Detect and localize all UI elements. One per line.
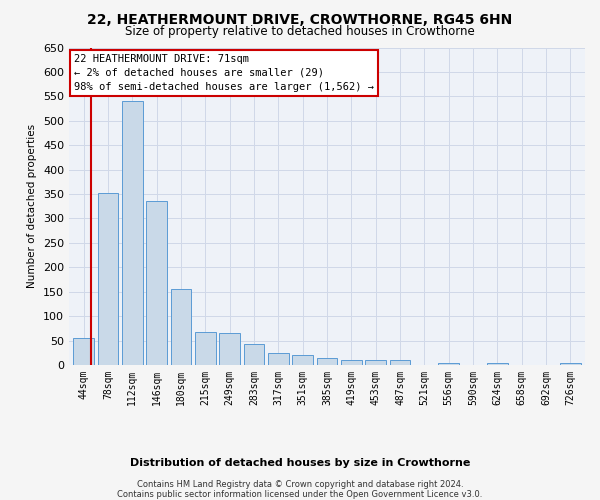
Bar: [365, 360, 386, 365]
Bar: [219, 333, 240, 365]
Bar: [487, 363, 508, 365]
Bar: [292, 355, 313, 365]
Bar: [146, 202, 167, 365]
Bar: [195, 332, 215, 365]
Bar: [439, 363, 459, 365]
Bar: [170, 290, 191, 365]
Bar: [560, 362, 581, 365]
Bar: [98, 193, 118, 365]
Text: Contains public sector information licensed under the Open Government Licence v3: Contains public sector information licen…: [118, 490, 482, 499]
Bar: [244, 344, 265, 365]
Text: 22, HEATHERMOUNT DRIVE, CROWTHORNE, RG45 6HN: 22, HEATHERMOUNT DRIVE, CROWTHORNE, RG45…: [88, 12, 512, 26]
Text: Size of property relative to detached houses in Crowthorne: Size of property relative to detached ho…: [125, 25, 475, 38]
Bar: [73, 338, 94, 365]
Bar: [317, 358, 337, 365]
Bar: [389, 360, 410, 365]
Bar: [268, 353, 289, 365]
Text: 22 HEATHERMOUNT DRIVE: 71sqm
← 2% of detached houses are smaller (29)
98% of sem: 22 HEATHERMOUNT DRIVE: 71sqm ← 2% of det…: [74, 54, 374, 92]
Bar: [122, 101, 143, 365]
Text: Contains HM Land Registry data © Crown copyright and database right 2024.: Contains HM Land Registry data © Crown c…: [137, 480, 463, 489]
Bar: [341, 360, 362, 365]
Y-axis label: Number of detached properties: Number of detached properties: [28, 124, 37, 288]
Text: Distribution of detached houses by size in Crowthorne: Distribution of detached houses by size …: [130, 458, 470, 468]
